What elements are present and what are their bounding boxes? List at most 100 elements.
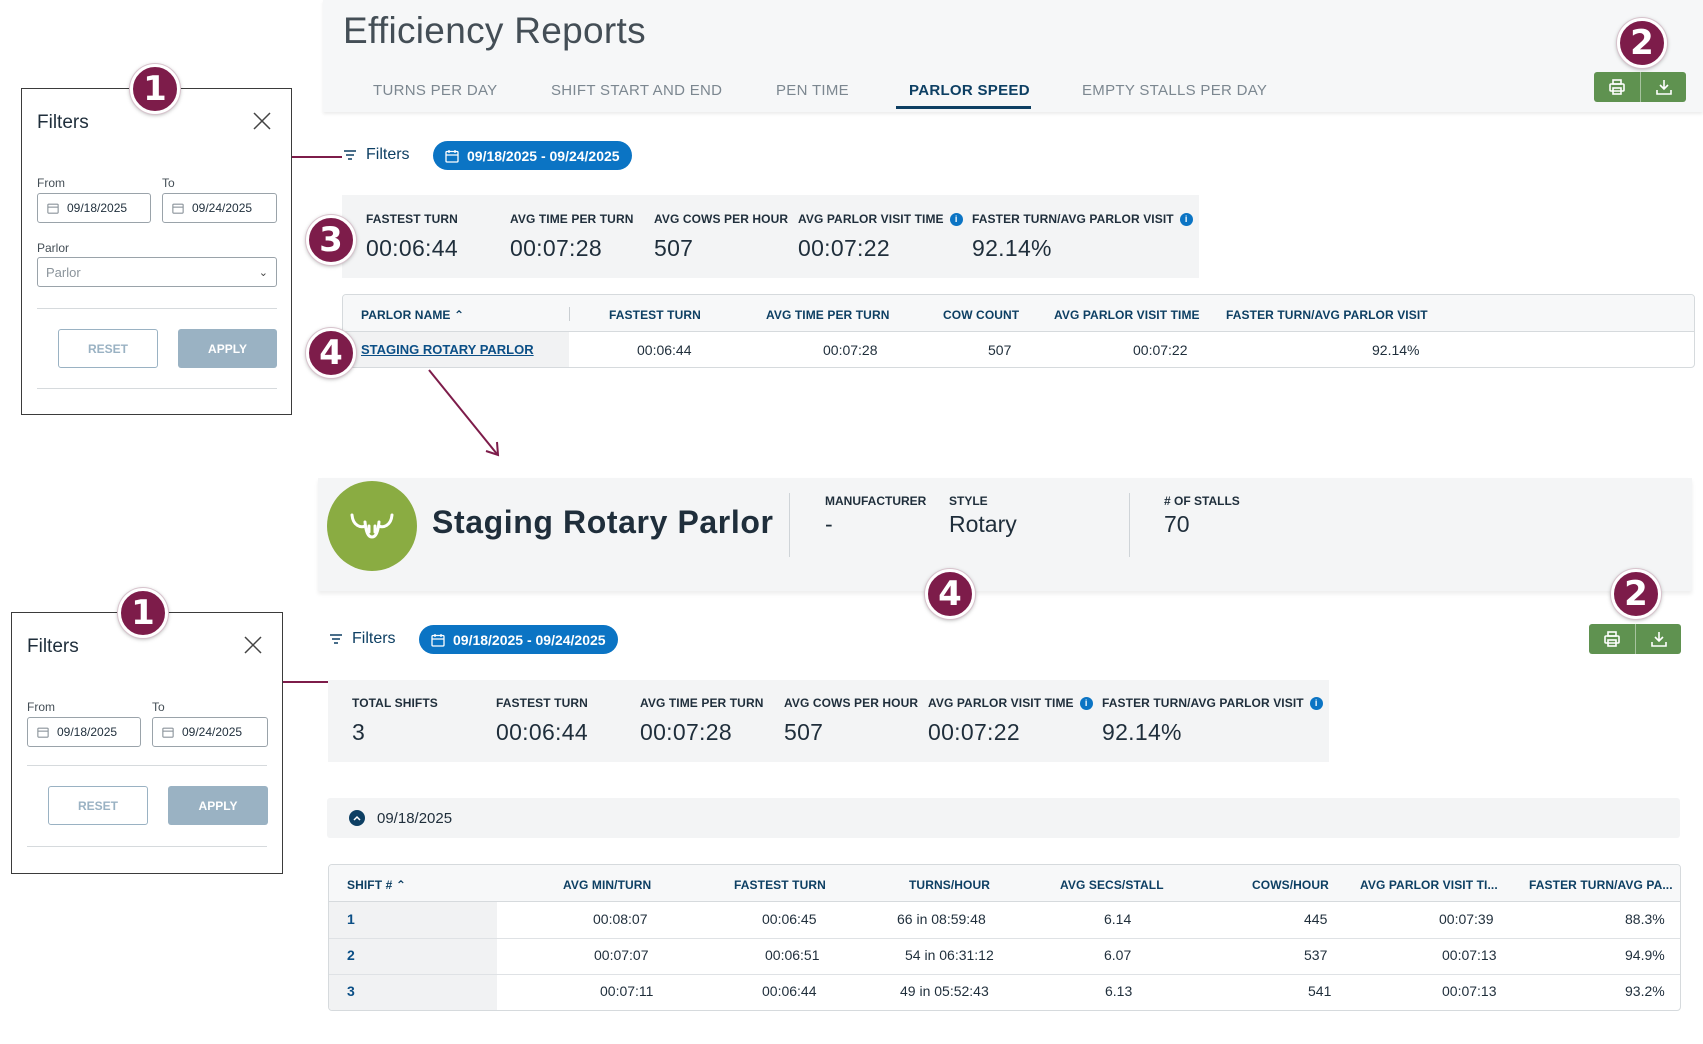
divider — [37, 308, 277, 309]
stat-value: 507 — [784, 719, 824, 745]
to-date-value: 09/24/2025 — [182, 725, 243, 739]
stat-value: 00:06:44 — [366, 235, 458, 261]
col-avg-parlor-visit-time[interactable]: AVG PARLOR VISIT TI... — [1360, 878, 1498, 892]
shift-table: SHIFT # ⌃ AVG MIN/TURN FASTEST TURN TURN… — [328, 864, 1681, 1011]
cell-avg-secs-stall: 6.07 — [1104, 947, 1132, 963]
shift-column-bg — [329, 902, 497, 1010]
col-parlor-name[interactable]: PARLOR NAME ⌃ — [361, 308, 464, 322]
stat-value: 00:07:28 — [510, 235, 602, 261]
manufacturer-label: MANUFACTURER — [825, 494, 927, 508]
stat-label: AVG COWS PER HOUR — [784, 696, 919, 710]
col-avg-secs-stall[interactable]: AVG SECS/STALL — [1060, 878, 1164, 892]
cell-avg-parlor-visit-time: 00:07:13 — [1442, 947, 1497, 963]
calendar-icon — [172, 203, 184, 214]
download-button[interactable] — [1640, 72, 1686, 102]
callout-arrow-to-detail — [428, 369, 500, 457]
style-label: STYLE — [949, 494, 988, 508]
tab-parlor-speed[interactable]: PARLOR SPEED — [909, 82, 1030, 99]
parlor-table-header — [343, 295, 1694, 332]
col-faster-turn-ratio[interactable]: FASTER TURN/AVG PARLOR VISIT — [1226, 308, 1428, 322]
col-shift-number[interactable]: SHIFT # ⌃ — [347, 878, 406, 892]
tab-turns-per-day[interactable]: TURNS PER DAY — [373, 82, 498, 99]
from-date-input[interactable]: 09/18/2025 — [37, 193, 151, 223]
print-button[interactable] — [1594, 72, 1640, 102]
to-date-input[interactable]: 09/24/2025 — [162, 193, 277, 223]
to-label: To — [162, 176, 175, 190]
stat-label: AVG PARLOR VISIT TIME i — [798, 212, 963, 226]
stat-value: 92.14% — [972, 235, 1052, 261]
download-button[interactable] — [1635, 624, 1681, 654]
to-date-input[interactable]: 09/24/2025 — [152, 717, 268, 747]
apply-button[interactable]: APPLY — [168, 786, 268, 825]
sort-asc-icon: ⌃ — [453, 308, 465, 322]
stat-value: 92.14% — [1102, 719, 1182, 745]
stat-avg-cows-per-hour: AVG COWS PER HOUR 507 — [784, 696, 918, 746]
cell-shift-number[interactable]: 2 — [347, 947, 355, 963]
date-range-chip[interactable]: 09/18/2025 - 09/24/2025 — [433, 141, 632, 170]
parlor-name-link[interactable]: STAGING ROTARY PARLOR — [361, 342, 534, 357]
cell-avg-min-turn: 00:07:11 — [600, 983, 654, 999]
tab-shift-start-and-end[interactable]: SHIFT START AND END — [551, 82, 723, 99]
to-date-value: 09/24/2025 — [192, 201, 253, 215]
info-icon[interactable]: i — [1179, 212, 1193, 226]
date-group-header[interactable]: 09/18/2025 — [327, 798, 1680, 838]
from-label: From — [27, 700, 55, 714]
cell-faster-turn-ratio: 88.3% — [1625, 911, 1665, 927]
calendar-icon — [162, 727, 174, 738]
parlor-title: Staging Rotary Parlor — [432, 504, 774, 540]
stat-value: 3 — [352, 719, 366, 745]
close-icon[interactable] — [243, 635, 263, 655]
stat-avg-parlor-visit-time: AVG PARLOR VISIT TIME i 00:07:22 — [798, 212, 963, 262]
stat-label-text: AVG PARLOR VISIT TIME — [798, 212, 944, 226]
cell-fastest-turn: 00:06:51 — [765, 947, 820, 963]
col-avg-time-per-turn[interactable]: AVG TIME PER TURN — [766, 308, 890, 322]
date-group-label: 09/18/2025 — [377, 809, 453, 827]
date-range-chip[interactable]: 09/18/2025 - 09/24/2025 — [419, 625, 618, 654]
callout-badge-4-top: 4 — [306, 328, 356, 378]
print-button[interactable] — [1589, 624, 1635, 654]
calendar-icon — [37, 727, 49, 738]
info-icon[interactable]: i — [1079, 696, 1093, 710]
col-avg-min-turn[interactable]: AVG MIN/TURN — [563, 878, 652, 892]
stat-label-text: FASTER TURN/AVG PARLOR VISIT — [972, 212, 1174, 226]
from-date-input[interactable]: 09/18/2025 — [27, 717, 141, 747]
stat-total-shifts: TOTAL SHIFTS 3 — [352, 696, 438, 746]
col-label: SHIFT # — [347, 878, 393, 892]
cell-avg-min-turn: 00:07:07 — [594, 947, 649, 963]
col-faster-turn-ratio[interactable]: FASTER TURN/AVG PA... — [1529, 878, 1673, 892]
parlor-avatar — [327, 481, 417, 571]
chevron-up-icon[interactable] — [349, 810, 365, 826]
filters-toggle[interactable]: Filters — [329, 630, 396, 648]
close-icon[interactable] — [252, 111, 272, 131]
row-divider — [329, 974, 1680, 975]
col-cows-hour[interactable]: COWS/HOUR — [1252, 878, 1329, 892]
info-icon[interactable]: i — [949, 212, 963, 226]
cell-shift-number[interactable]: 1 — [347, 911, 355, 927]
filters-toggle[interactable]: Filters — [343, 146, 410, 164]
col-fastest-turn[interactable]: FASTEST TURN — [609, 308, 701, 322]
col-fastest-turn[interactable]: FASTEST TURN — [734, 878, 826, 892]
tab-pen-time[interactable]: PEN TIME — [776, 82, 849, 99]
cell-shift-number[interactable]: 3 — [347, 983, 355, 999]
column-divider — [569, 307, 570, 321]
reset-button[interactable]: RESET — [58, 329, 158, 368]
divider — [1129, 493, 1130, 557]
calendar-icon — [445, 149, 459, 163]
apply-button[interactable]: APPLY — [178, 329, 277, 368]
col-cow-count[interactable]: COW COUNT — [943, 308, 1020, 322]
style-value: Rotary — [949, 511, 1017, 537]
stat-label: AVG TIME PER TURN — [510, 212, 634, 226]
info-icon[interactable]: i — [1309, 696, 1323, 710]
col-avg-parlor-visit-time[interactable]: AVG PARLOR VISIT TIME — [1054, 308, 1200, 322]
col-turns-hour[interactable]: TURNS/HOUR — [909, 878, 990, 892]
reset-button[interactable]: RESET — [48, 786, 148, 825]
parlor-select[interactable]: Parlor ⌄ — [37, 257, 277, 287]
export-button-group — [1589, 624, 1681, 654]
download-icon — [1655, 80, 1672, 95]
stat-fastest-turn: FASTEST TURN 00:06:44 — [366, 212, 458, 262]
callout-badge-3: 3 — [306, 215, 356, 265]
tab-empty-stalls-per-day[interactable]: EMPTY STALLS PER DAY — [1082, 82, 1268, 99]
cell-avg-secs-stall: 6.14 — [1104, 911, 1132, 927]
page-title: Efficiency Reports — [343, 10, 646, 51]
callout-badge-4-detail: 4 — [925, 569, 975, 619]
